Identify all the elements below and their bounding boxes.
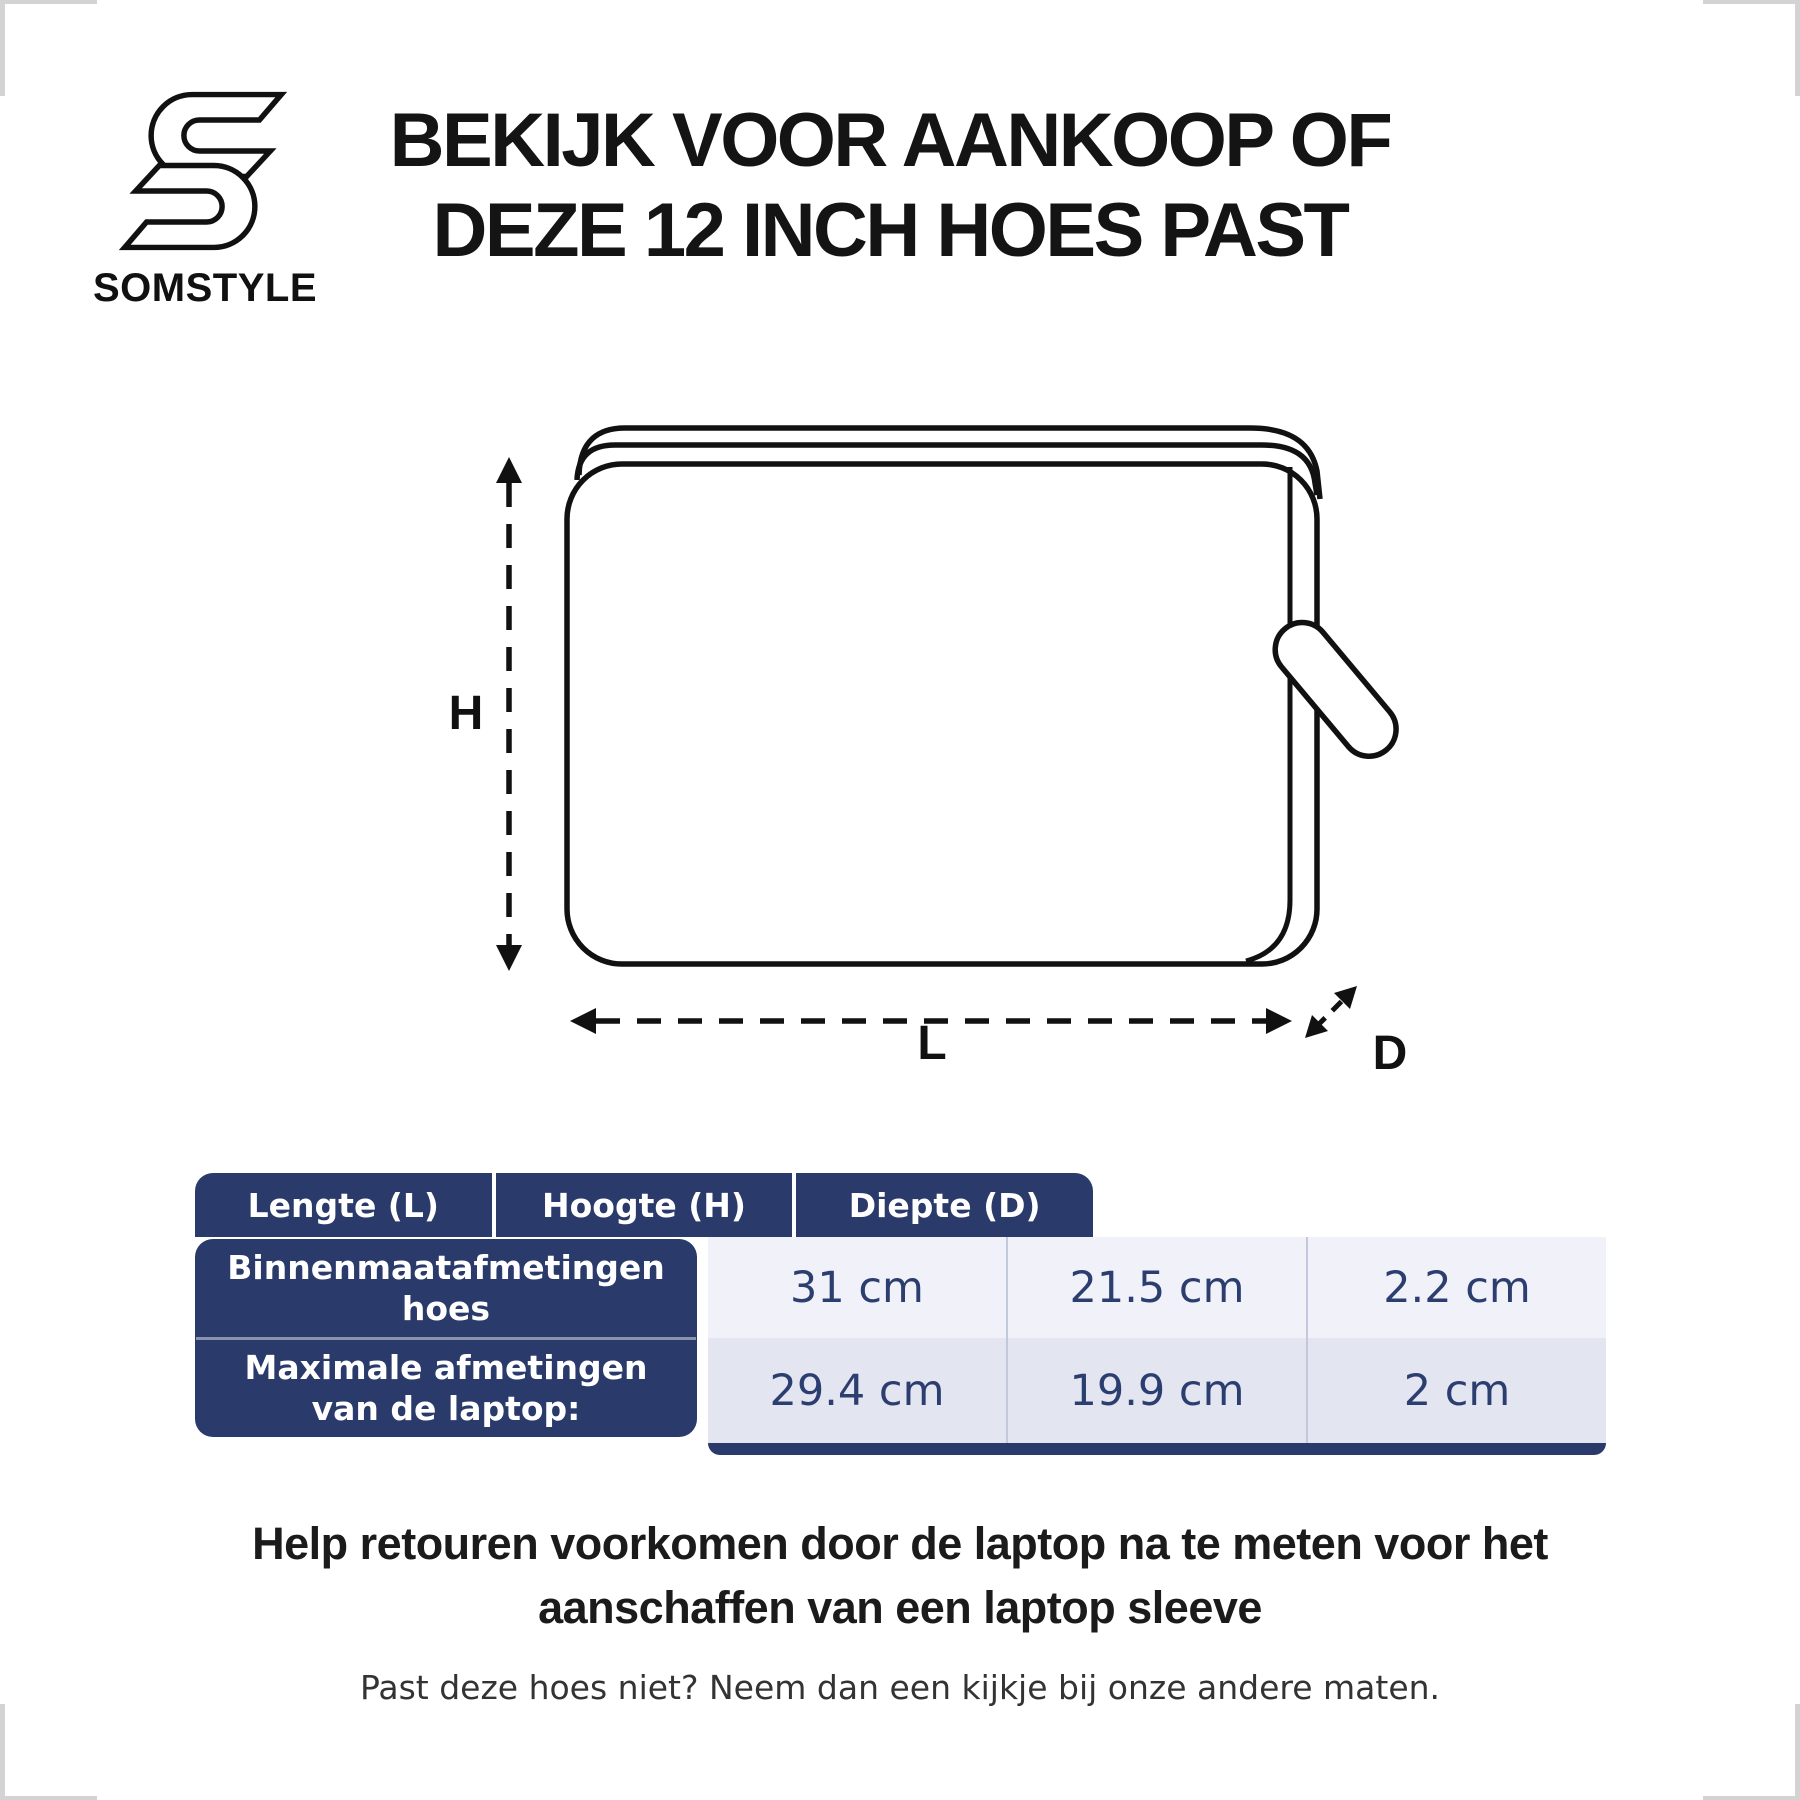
page-title: BEKIJK VOOR AANKOOP OF DEZE 12 INCH HOES… bbox=[290, 96, 1490, 275]
row-label-column: Binnenmaatafmetingen hoes Maximale afmet… bbox=[195, 1239, 697, 1437]
column-header-depth: Diepte (D) bbox=[848, 1185, 1041, 1225]
brand-name: SOMSTYLE bbox=[92, 266, 318, 310]
corner-mark-bottom-right bbox=[1703, 1704, 1800, 1800]
length-label: L bbox=[917, 1017, 947, 1070]
table-header-row: Lengte (L) Hoogte (H) Diepte (D) bbox=[195, 1173, 1093, 1237]
table-bottom-bar bbox=[708, 1443, 1606, 1455]
corner-mark-bottom-left bbox=[0, 1704, 97, 1800]
table-row: 31 cm 21.5 cm 2.2 cm bbox=[708, 1237, 1606, 1338]
corner-mark-top-right bbox=[1703, 0, 1800, 96]
sleeve-back-layer-outline bbox=[576, 425, 1323, 500]
page-title-line2: DEZE 12 INCH HOES PAST bbox=[432, 187, 1350, 273]
height-arrowhead-top bbox=[496, 457, 522, 483]
sleeve-diagram bbox=[420, 395, 1440, 1095]
page-title-line1: BEKIJK VOOR AANKOOP OF bbox=[389, 98, 1393, 183]
cell-inner-height: 21.5 cm bbox=[1008, 1237, 1308, 1338]
length-arrowhead-left bbox=[570, 1008, 596, 1034]
table-row: 29.4 cm 19.9 cm 2 cm bbox=[708, 1338, 1606, 1443]
cell-max-depth: 2 cm bbox=[1403, 1365, 1511, 1416]
depth-arrowhead-lower bbox=[1305, 1015, 1328, 1038]
height-arrowhead-bottom bbox=[496, 945, 522, 971]
row-label-max-laptop: Maximale afmetingen van de laptop: bbox=[244, 1348, 648, 1429]
somstyle-logo-icon bbox=[112, 80, 294, 262]
table-values: 31 cm 21.5 cm 2.2 cm 29.4 cm 19.9 cm 2 c… bbox=[708, 1173, 1606, 1455]
footer-heading: Help retouren voorkomen door de laptop n… bbox=[252, 1518, 1548, 1633]
dimensions-table: Lengte (L) Hoogte (H) Diepte (D) Binnenm… bbox=[195, 1173, 1607, 1455]
height-label: H bbox=[448, 687, 484, 740]
cell-inner-depth: 2.2 cm bbox=[1383, 1262, 1531, 1313]
cell-max-length: 29.4 cm bbox=[708, 1338, 1008, 1443]
corner-mark-top-left bbox=[0, 0, 97, 96]
row-label-divider bbox=[196, 1336, 696, 1340]
depth-dimension-arrow bbox=[1314, 995, 1348, 1029]
cell-max-height: 19.9 cm bbox=[1008, 1338, 1308, 1443]
zipper-pull-icon bbox=[1272, 619, 1399, 759]
cell-inner-length: 31 cm bbox=[708, 1237, 1008, 1338]
depth-arrowhead-upper bbox=[1334, 986, 1357, 1009]
zipper-seam-line bbox=[1245, 467, 1293, 964]
footer-note: Past deze hoes niet? Neem dan een kijkje… bbox=[359, 1668, 1441, 1707]
sleeve-mid-layer-outline bbox=[574, 442, 1320, 496]
column-header-height: Hoogte (H) bbox=[496, 1173, 797, 1237]
column-header-length: Lengte (L) bbox=[195, 1173, 496, 1237]
depth-label: D bbox=[1372, 1027, 1408, 1080]
sleeve-body-outline bbox=[564, 461, 1320, 967]
row-label-inner-dimensions: Binnenmaatafmetingen hoes bbox=[227, 1247, 665, 1328]
length-arrowhead-right bbox=[1266, 1008, 1292, 1034]
